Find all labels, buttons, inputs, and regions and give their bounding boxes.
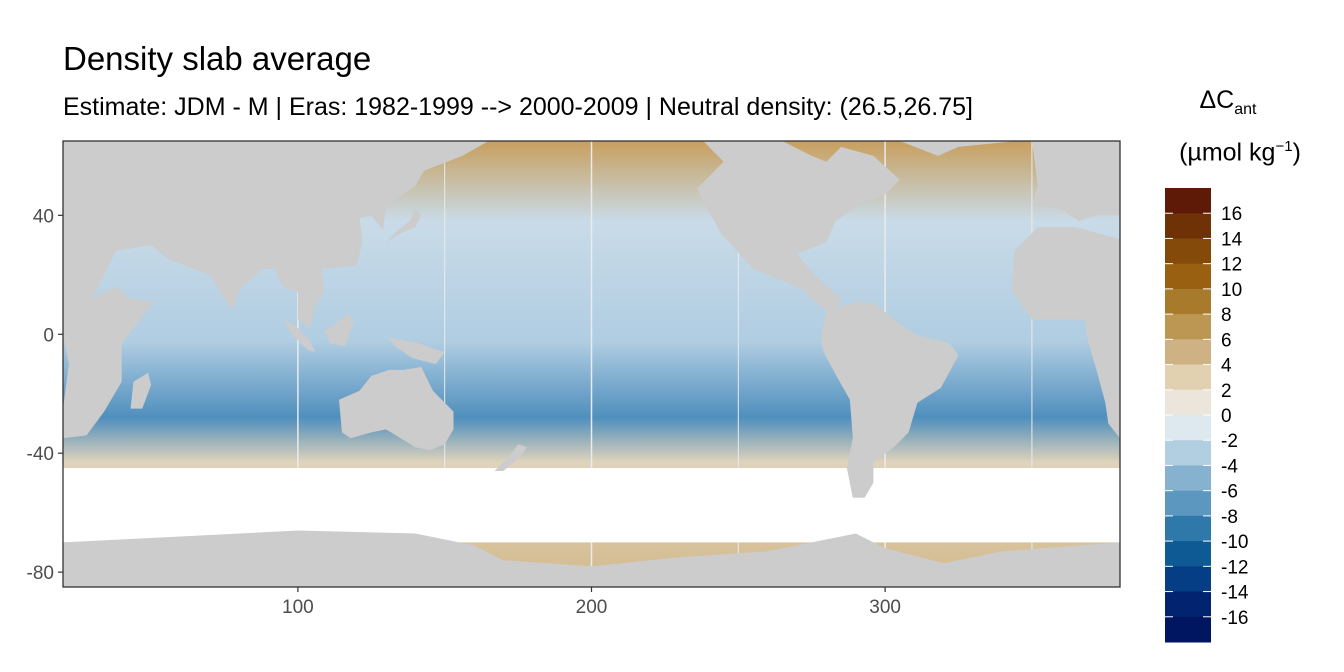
y-tick-label: 40 — [33, 206, 54, 227]
land-japan — [386, 209, 422, 243]
legend-bin — [1165, 616, 1211, 643]
legend-bin — [1165, 415, 1211, 441]
x-tick-label: 300 — [869, 597, 901, 618]
x-tick-label: 100 — [282, 597, 314, 618]
chart-subtitle: Estimate: JDM - M | Eras: 1982-1999 --> … — [63, 93, 973, 121]
land-south-america — [820, 301, 959, 498]
legend-bin — [1165, 541, 1211, 567]
legend-label: 16 — [1221, 204, 1242, 225]
legend-label: 2 — [1221, 381, 1232, 402]
legend-title-main: ΔC — [1199, 86, 1235, 114]
legend-label: -10 — [1221, 532, 1248, 553]
x-tick-label: 200 — [576, 597, 608, 618]
legend-title-quantity: ΔCant — [1168, 86, 1288, 119]
legend-bin — [1165, 238, 1211, 265]
legend-label: 4 — [1221, 356, 1232, 377]
legend-bin — [1165, 213, 1211, 239]
legend-label: 0 — [1221, 406, 1232, 427]
legend-bin — [1165, 591, 1211, 618]
legend-bin — [1165, 339, 1211, 366]
legend-bin — [1165, 566, 1211, 593]
legend-bin — [1165, 440, 1211, 466]
land-australia — [339, 367, 454, 451]
legend-bin — [1165, 314, 1211, 340]
legend-label: 8 — [1221, 305, 1232, 326]
land-sumatra — [283, 319, 316, 353]
land-antarctica — [63, 530, 1120, 587]
land-new-guinea — [388, 337, 445, 364]
legend-bin — [1165, 465, 1211, 492]
land-africa — [63, 286, 154, 439]
legend-bin — [1165, 389, 1211, 416]
legend-title-sub: ant — [1234, 101, 1257, 118]
land-eurasia-west — [63, 141, 489, 329]
legend-unit-prefix: (µmol kg — [1179, 138, 1276, 167]
legend-bin — [1165, 288, 1211, 315]
legend-label: -14 — [1221, 583, 1249, 604]
legend-label: -6 — [1221, 482, 1238, 503]
legend-label: -4 — [1221, 456, 1238, 477]
land-borneo — [324, 313, 354, 347]
chart-title: Density slab average — [63, 40, 372, 77]
legend-label: 10 — [1221, 280, 1242, 301]
land-new-zealand — [494, 444, 527, 471]
y-tick-label: -80 — [27, 563, 54, 584]
legend-label: -2 — [1221, 431, 1238, 452]
legend-label: -16 — [1221, 608, 1248, 629]
y-tick-label: 0 — [43, 325, 54, 346]
legend-label: 14 — [1221, 229, 1243, 250]
map-panel — [62, 140, 1121, 588]
legend-bin — [1165, 515, 1211, 542]
land-eurasia-east-edge — [1031, 141, 1120, 222]
southern-ocean-gap — [63, 468, 1120, 543]
legend: 16 14 12 10 8 6 4 2 0 -2 -4 -6 -8 -10 -12 -14 -16 — [1165, 188, 1249, 643]
legend-label: 12 — [1221, 255, 1242, 276]
legend-label: 6 — [1221, 330, 1232, 351]
legend-title-unit: (µmol kg−1) — [1150, 138, 1330, 167]
legend-bin — [1165, 188, 1211, 214]
legend-label: -8 — [1221, 507, 1238, 528]
legend-unit-sup: −1 — [1275, 138, 1293, 155]
legend-bin — [1165, 364, 1211, 391]
y-tick-label: -40 — [27, 444, 54, 465]
legend-bin — [1165, 263, 1211, 290]
land-madagascar — [130, 372, 152, 409]
legend-unit-suffix: ) — [1292, 138, 1301, 167]
land-africa-wrap — [1011, 227, 1120, 439]
legend-label: -12 — [1221, 557, 1248, 578]
land-greenland — [899, 141, 1018, 156]
legend-bin — [1165, 490, 1211, 517]
land-north-america — [697, 141, 900, 311]
